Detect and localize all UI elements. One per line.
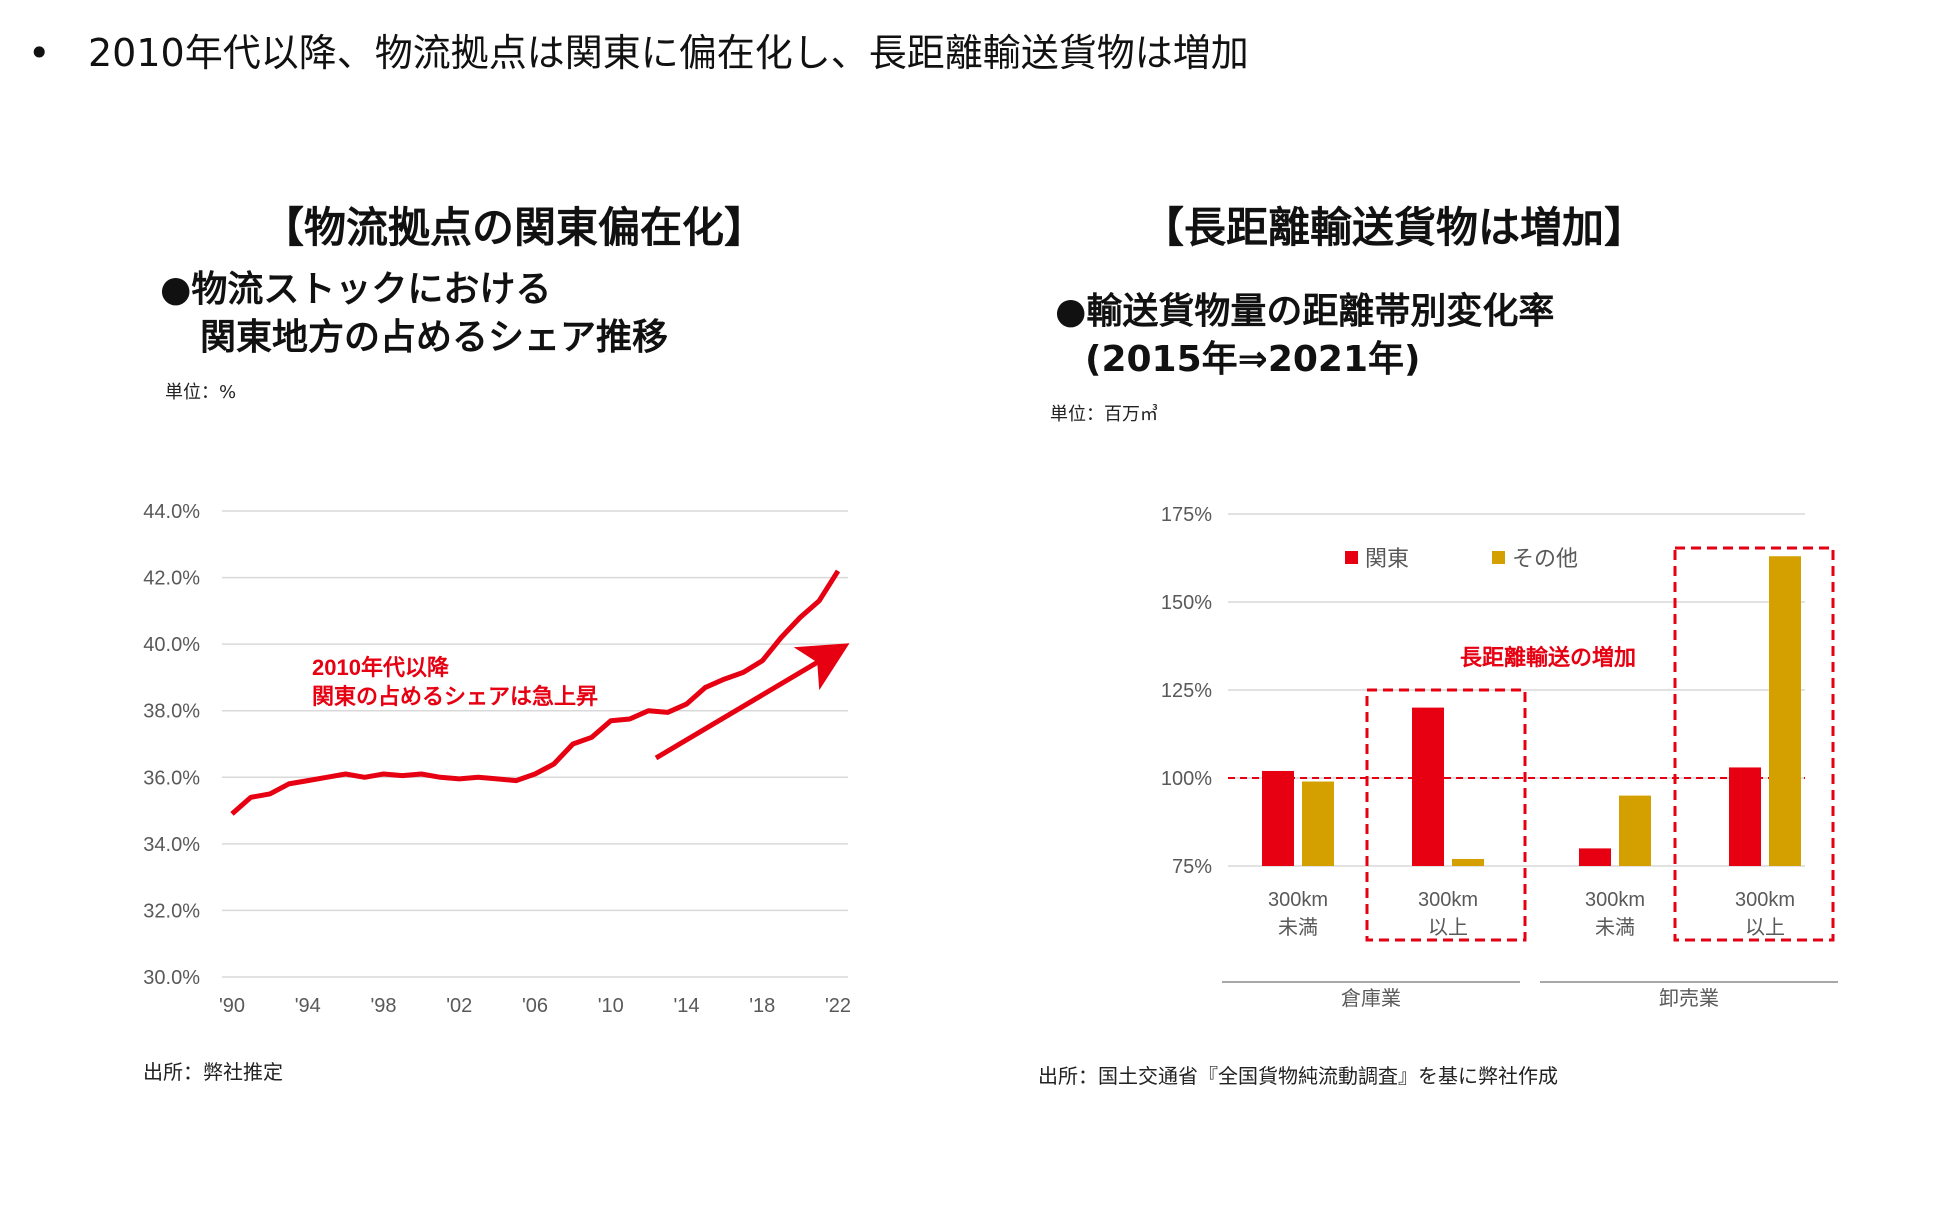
bar-other — [1619, 795, 1651, 866]
right-subtitle-line2: (2015年⇒2021年) — [1085, 339, 1421, 380]
y-tick-label: 150% — [1161, 592, 1212, 614]
bar-chart: 75% 100% 125% 150% 175% 300km 未満 300km 以上 300km 未満… — [1161, 504, 1838, 1010]
right-subtitle: ●輸送貨物量の距離帯別変化率 (2015年⇒2021年) — [1055, 288, 1554, 384]
left-subtitle-line2: 関東地方の占めるシェア推移 — [200, 317, 669, 358]
line-chart: 30.0% 32.0% 34.0% 36.0% 38.0% 40.0% 42.0% 44.0%… — [143, 501, 851, 1017]
y-tick-label: 32.0% — [143, 900, 200, 922]
x-category-label: 以上 — [1428, 916, 1468, 939]
x-category-label: 300km — [1268, 889, 1328, 911]
left-source: 出所：弊社推定 — [143, 1060, 283, 1084]
x-tick-label: '90 — [219, 995, 245, 1017]
left-subtitle-line1: ●物流ストックにおける — [160, 269, 552, 310]
right-source: 出所：国土交通省『全国貨物純流動調査』を基に弊社作成 — [1038, 1064, 1558, 1088]
legend-swatch — [1492, 551, 1505, 564]
x-category-label: 未満 — [1278, 916, 1318, 939]
x-tick-label: '14 — [673, 995, 699, 1017]
y-tick-label: 44.0% — [143, 501, 200, 523]
bar-kanto — [1412, 707, 1444, 866]
bullet: • — [28, 31, 51, 75]
left-section-title: 【物流拠点の関東偏在化】 — [262, 203, 767, 252]
right-subtitle-line1: ●輸送貨物量の距離帯別変化率 — [1055, 291, 1555, 332]
legend-swatch — [1345, 551, 1358, 564]
left-subtitle: ●物流ストックにおける 関東地方の占めるシェア推移 — [160, 266, 668, 362]
x-tick-label: '98 — [370, 995, 396, 1017]
bar-kanto — [1729, 767, 1761, 866]
right-annotation: 長距離輸送の増加 — [1460, 645, 1636, 670]
headline: • 2010年代以降、物流拠点は関東に偏在化し、長距離輸送貨物は増加 — [28, 22, 1249, 77]
trend-arrow — [654, 643, 850, 761]
x-category-label: 300km — [1418, 889, 1478, 911]
x-tick-label: '94 — [295, 995, 321, 1017]
right-section-title: 【長距離輸送貨物は増加】 — [1142, 203, 1647, 252]
left-unit: 単位：% — [165, 382, 237, 403]
bar-other — [1302, 781, 1334, 866]
highlight-box-wholesale — [1673, 546, 1835, 942]
x-category-label: 300km — [1585, 889, 1645, 911]
left-annotation-line1: 2010年代以降 — [312, 655, 450, 680]
y-tick-label: 175% — [1161, 504, 1212, 526]
x-tick-label: '02 — [446, 995, 472, 1017]
bar-kanto — [1262, 770, 1294, 866]
group-label: 卸売業 — [1659, 987, 1719, 1010]
x-tick-label: '22 — [825, 995, 851, 1017]
x-category-label: 以上 — [1745, 916, 1785, 939]
bar-other — [1452, 858, 1484, 866]
bar-kanto — [1579, 848, 1611, 866]
y-tick-label: 75% — [1172, 856, 1212, 878]
y-tick-label: 40.0% — [143, 634, 200, 656]
series-line-kanto-share — [230, 569, 841, 816]
group-label: 倉庫業 — [1341, 987, 1401, 1010]
legend-label: 関東 — [1365, 546, 1409, 571]
y-tick-label: 38.0% — [143, 701, 200, 723]
y-tick-label: 125% — [1161, 680, 1212, 702]
x-category-label: 未満 — [1595, 916, 1635, 939]
legend-label: その他 — [1512, 546, 1578, 571]
x-category-label: 300km — [1735, 889, 1795, 911]
left-annotation-line2: 関東の占めるシェアは急上昇 — [312, 684, 598, 709]
x-tick-label: '10 — [598, 995, 624, 1017]
right-unit: 単位：百万㎥ — [1050, 404, 1158, 425]
y-tick-label: 30.0% — [143, 967, 200, 989]
x-tick-label: '06 — [522, 995, 548, 1017]
y-tick-label: 36.0% — [143, 767, 200, 789]
highlight-box-warehouse — [1365, 688, 1527, 942]
y-tick-label: 42.0% — [143, 568, 200, 590]
bar-other — [1769, 556, 1801, 866]
headline-text: 2010年代以降、物流拠点は関東に偏在化し、長距離輸送貨物は増加 — [88, 31, 1249, 75]
y-tick-label: 34.0% — [143, 834, 200, 856]
y-tick-label: 100% — [1161, 768, 1212, 790]
x-tick-label: '18 — [749, 995, 775, 1017]
